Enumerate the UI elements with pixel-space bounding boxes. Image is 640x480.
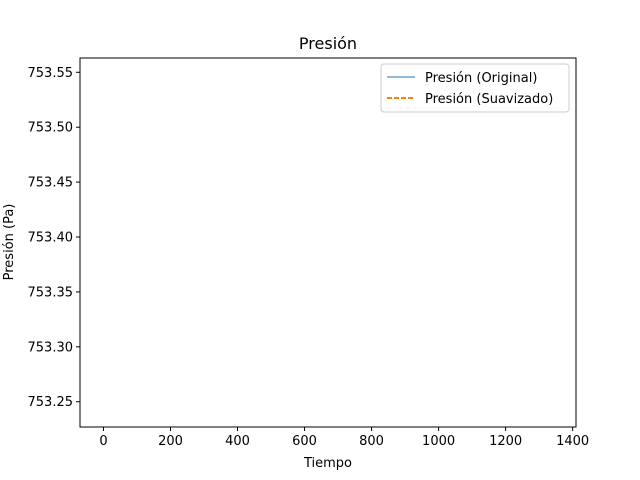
x-tick-label: 400 <box>225 434 250 449</box>
x-axis-label: Tiempo <box>303 456 352 471</box>
x-tick-label: 1400 <box>556 434 589 449</box>
x-tick-label: 200 <box>158 434 183 449</box>
y-tick-label: 753.55 <box>28 66 74 81</box>
y-tick-label: 753.45 <box>28 176 74 191</box>
legend-label-original: Presión (Original) <box>425 71 537 86</box>
y-tick-label: 753.25 <box>28 395 74 410</box>
y-tick-label: 753.50 <box>28 121 74 136</box>
plot-frame <box>79 57 577 428</box>
y-tick-label: 753.35 <box>28 285 74 300</box>
y-axis-ticks: 753.25 753.30 753.35 753.40 753.45 753.50 753.… <box>28 66 80 410</box>
y-tick-label: 753.40 <box>28 231 74 246</box>
x-tick-label: 800 <box>359 434 384 449</box>
y-axis-label: Presión (Pa) <box>2 204 17 281</box>
x-tick-label: 0 <box>99 434 107 449</box>
legend-frame <box>380 63 570 113</box>
x-axis-ticks: 0 200 400 600 800 1000 1200 1400 <box>99 427 589 449</box>
x-tick-label: 1200 <box>489 434 522 449</box>
y-tick-label: 753.30 <box>28 340 74 355</box>
x-tick-label: 1000 <box>422 434 455 449</box>
x-tick-label: 600 <box>292 434 317 449</box>
legend-label-smoothed: Presión (Suavizado) <box>425 92 553 107</box>
chart-title: Presión <box>299 34 357 53</box>
legend: Presión (Original) Presión (Suavizado) <box>380 63 570 113</box>
